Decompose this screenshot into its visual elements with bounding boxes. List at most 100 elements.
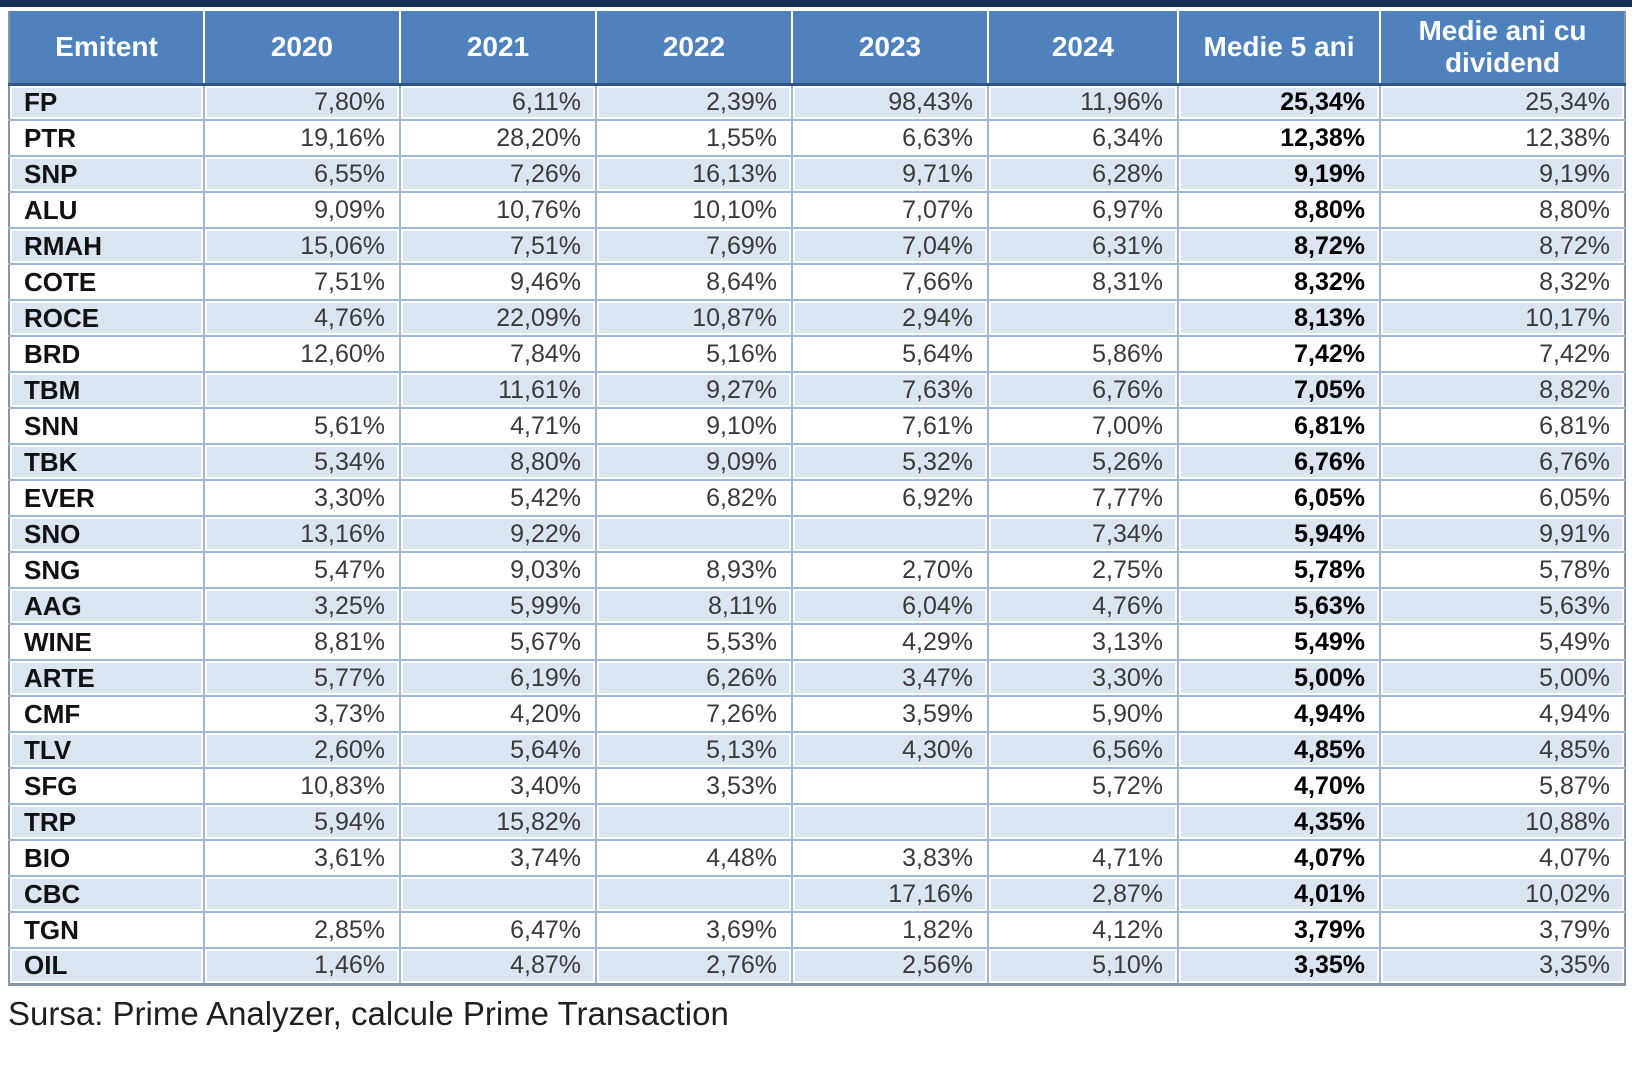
value-cell: 5,78%	[1379, 551, 1625, 589]
value-cell: 3,30%	[987, 659, 1179, 697]
value-cell: 4,07%	[1379, 839, 1625, 877]
value-cell: 17,16%	[791, 875, 989, 913]
value-cell: 4,71%	[987, 839, 1179, 877]
emitent-cell: ALU	[9, 191, 205, 229]
value-cell: 5,87%	[1379, 767, 1625, 805]
value-cell: 7,34%	[987, 515, 1179, 553]
value-cell: 5,49%	[1177, 623, 1381, 661]
value-cell: 5,34%	[203, 443, 401, 481]
value-cell: 5,00%	[1177, 659, 1381, 697]
value-cell: 4,71%	[399, 407, 597, 445]
table-row: EVER 3,30% 5,42% 6,82% 6,92% 7,77% 6,05% 6,05%	[9, 479, 1625, 517]
value-cell	[987, 803, 1179, 841]
value-cell: 1,46%	[203, 947, 401, 985]
column-header-2022: 2022	[595, 9, 793, 86]
value-cell: 9,19%	[1379, 155, 1625, 193]
value-cell: 8,93%	[595, 551, 793, 589]
header-row: Emitent 2020 2021 2022 2023 2024 Medie 5…	[9, 9, 1625, 86]
value-cell: 2,94%	[791, 299, 989, 337]
table-row: SFG 10,83% 3,40% 3,53% 5,72% 4,70% 5,87%	[9, 767, 1625, 805]
value-cell: 5,13%	[595, 731, 793, 769]
value-cell: 5,67%	[399, 623, 597, 661]
table-row: WINE 8,81% 5,67% 5,53% 4,29% 3,13% 5,49% 5,49%	[9, 623, 1625, 661]
value-cell	[791, 515, 989, 553]
table-row: TLV 2,60% 5,64% 5,13% 4,30% 6,56% 4,85% 4,85%	[9, 731, 1625, 769]
value-cell: 6,55%	[203, 155, 401, 193]
table-row: ROCE 4,76% 22,09% 10,87% 2,94% 8,13% 10,17%	[9, 299, 1625, 337]
value-cell: 4,29%	[791, 623, 989, 661]
emitent-cell: SNP	[9, 155, 205, 193]
table-row: TBK 5,34% 8,80% 9,09% 5,32% 5,26% 6,76% 6,76%	[9, 443, 1625, 481]
value-cell: 6,26%	[595, 659, 793, 697]
value-cell: 12,38%	[1177, 119, 1381, 157]
value-cell: 2,85%	[203, 911, 401, 949]
value-cell: 5,42%	[399, 479, 597, 517]
value-cell: 7,42%	[1379, 335, 1625, 373]
value-cell: 2,75%	[987, 551, 1179, 589]
value-cell: 4,70%	[1177, 767, 1381, 805]
value-cell: 3,47%	[791, 659, 989, 697]
value-cell: 6,76%	[1177, 443, 1381, 481]
value-cell: 8,13%	[1177, 299, 1381, 337]
value-cell: 3,25%	[203, 587, 401, 625]
emitent-cell: SFG	[9, 767, 205, 805]
table-row: CBC 17,16% 2,87% 4,01% 10,02%	[9, 875, 1625, 913]
table-row: FP 7,80% 6,11% 2,39% 98,43% 11,96% 25,34% 25,34…	[9, 83, 1625, 121]
value-cell: 5,64%	[399, 731, 597, 769]
value-cell: 16,13%	[595, 155, 793, 193]
table-row: BRD 12,60% 7,84% 5,16% 5,64% 5,86% 7,42% 7,42%	[9, 335, 1625, 373]
value-cell: 11,61%	[399, 371, 597, 409]
column-header-2021: 2021	[399, 9, 597, 86]
value-cell: 7,80%	[203, 83, 401, 121]
value-cell: 3,40%	[399, 767, 597, 805]
emitent-cell: COTE	[9, 263, 205, 301]
value-cell: 13,16%	[203, 515, 401, 553]
value-cell: 5,32%	[791, 443, 989, 481]
value-cell: 5,94%	[1177, 515, 1381, 553]
value-cell: 4,35%	[1177, 803, 1381, 841]
value-cell: 5,47%	[203, 551, 401, 589]
emitent-cell: ARTE	[9, 659, 205, 697]
value-cell: 3,53%	[595, 767, 793, 805]
value-cell: 5,00%	[1379, 659, 1625, 697]
table-row: SNP 6,55% 7,26% 16,13% 9,71% 6,28% 9,19% 9,19%	[9, 155, 1625, 193]
column-header-medie-ani-cu-dividend: Medie ani cu dividend	[1379, 9, 1625, 86]
value-cell: 4,48%	[595, 839, 793, 877]
value-cell: 4,30%	[791, 731, 989, 769]
value-cell: 3,35%	[1379, 947, 1625, 985]
source-caption: Sursa: Prime Analyzer, calcule Prime Tra…	[8, 994, 729, 1032]
emitent-cell: AAG	[9, 587, 205, 625]
emitent-cell: OIL	[9, 947, 205, 985]
value-cell: 3,74%	[399, 839, 597, 877]
value-cell: 5,53%	[595, 623, 793, 661]
value-cell: 9,71%	[791, 155, 989, 193]
value-cell: 3,73%	[203, 695, 401, 733]
emitent-cell: ROCE	[9, 299, 205, 337]
table-row: TGN 2,85% 6,47% 3,69% 1,82% 4,12% 3,79% 3,79%	[9, 911, 1625, 949]
value-cell: 6,81%	[1379, 407, 1625, 445]
value-cell	[791, 803, 989, 841]
value-cell: 2,39%	[595, 83, 793, 121]
emitent-cell: BRD	[9, 335, 205, 373]
value-cell: 15,06%	[203, 227, 401, 265]
emitent-cell: TBK	[9, 443, 205, 481]
emitent-cell: RMAH	[9, 227, 205, 265]
table-row: TBM 11,61% 9,27% 7,63% 6,76% 7,05% 8,82%	[9, 371, 1625, 409]
table-row: BIO 3,61% 3,74% 4,48% 3,83% 4,71% 4,07% 4,07%	[9, 839, 1625, 877]
value-cell: 10,88%	[1379, 803, 1625, 841]
value-cell: 8,32%	[1177, 263, 1381, 301]
value-cell: 8,72%	[1379, 227, 1625, 265]
value-cell: 7,51%	[203, 263, 401, 301]
value-cell: 15,82%	[399, 803, 597, 841]
value-cell: 8,80%	[399, 443, 597, 481]
value-cell: 6,92%	[791, 479, 989, 517]
value-cell: 3,13%	[987, 623, 1179, 661]
table-row: RMAH 15,06% 7,51% 7,69% 7,04% 6,31% 8,72% 8,72%	[9, 227, 1625, 265]
value-cell: 2,87%	[987, 875, 1179, 913]
value-cell: 3,30%	[203, 479, 401, 517]
value-cell	[791, 767, 989, 805]
value-cell: 7,26%	[595, 695, 793, 733]
table-body: FP 7,80% 6,11% 2,39% 98,43% 11,96% 25,34% 25,34…	[9, 83, 1625, 985]
value-cell: 8,31%	[987, 263, 1179, 301]
value-cell: 2,60%	[203, 731, 401, 769]
